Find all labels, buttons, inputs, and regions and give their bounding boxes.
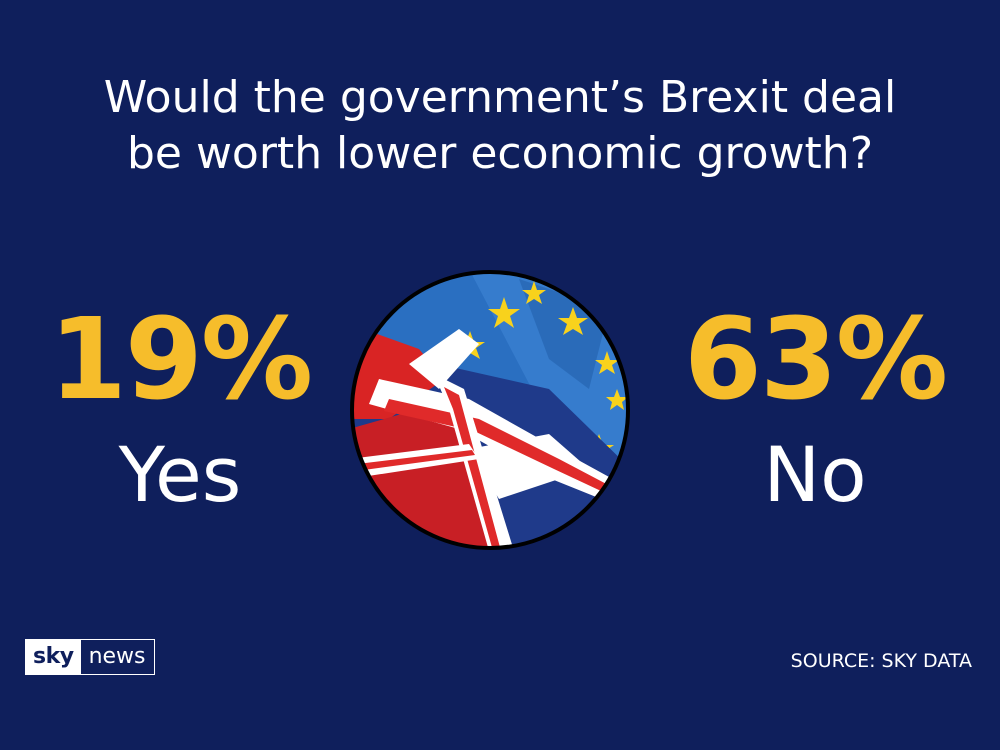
title-line-1: Would the government’s Brexit deal (103, 72, 897, 123)
stat-no: 63% No (670, 300, 960, 518)
logo-sky-text: sky (26, 640, 81, 674)
category-label-no: No (763, 430, 867, 519)
title-line-2: be worth lower economic growth? (126, 128, 874, 179)
logo-news-text: news (88, 644, 146, 669)
stat-yes: 19% Yes (35, 300, 325, 518)
value-label-no: 63% (683, 295, 948, 425)
category-label-yes: Yes (118, 430, 242, 519)
eu-uk-flags-icon (350, 270, 630, 550)
value-label-yes: 19% (48, 295, 313, 425)
source-note: SOURCE: SKY DATA (790, 650, 972, 672)
chart-title: Would the government’s Brexit deal be wo… (0, 70, 1000, 182)
sky-news-logo: sky news (25, 639, 155, 675)
